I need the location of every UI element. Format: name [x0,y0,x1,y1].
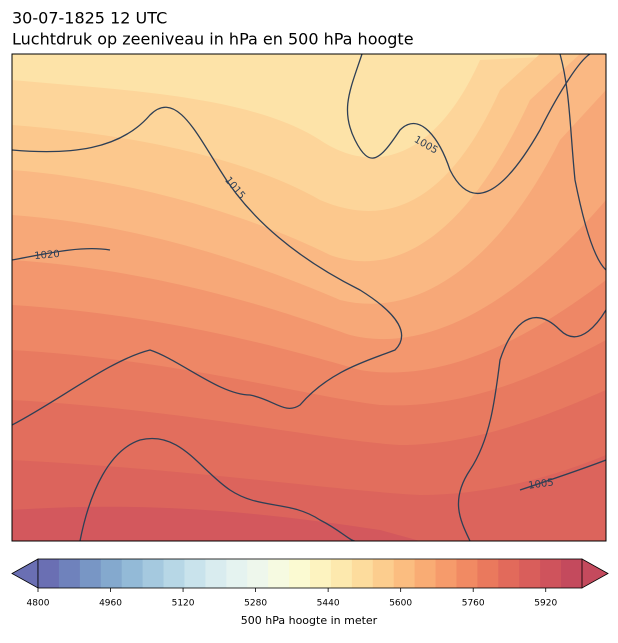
colorbar-segment [498,559,520,588]
colorbar-segment [79,559,102,588]
colorbar-segment [142,559,165,588]
colorbar-segment [540,559,562,588]
colorbar-segment [58,559,81,588]
colorbar-segment [289,559,311,588]
contour-label: 1020 [34,249,60,262]
contour-label: 1005 [528,477,555,491]
colorbar-tick-label: 5760 [462,599,485,609]
colorbar: 4800 4960 5120 5280 5440 5600 5760 5920 [11,558,609,609]
colorbar-segment [121,559,144,588]
height-field [12,54,606,541]
colorbar-label: 500 hPa hoogte in meter [241,614,378,627]
colorbar-tick-label: 5440 [317,599,340,609]
colorbar-segment [247,559,269,588]
colorbar-tick-label: 5280 [244,599,267,609]
colorbar-segment [310,559,332,588]
colorbar-segment [163,559,185,588]
colorbar-segment [477,559,499,588]
colorbar-tick-label: 5920 [534,599,557,609]
isobar [12,247,111,261]
colorbar-segment [393,559,416,588]
isobar [346,54,591,195]
colorbar-segment [268,559,290,588]
colorbar-segment [456,559,478,588]
colorbar-extend-high [581,558,609,589]
colorbar-segment [414,559,437,588]
map [11,53,607,542]
isobar [559,54,606,271]
colorbar-segment [184,559,206,588]
colorbar-tick-label: 5600 [389,599,412,609]
colorbar-tick-label: 4800 [27,599,50,609]
isobar [457,309,606,541]
isobar [519,459,606,491]
colorbar-segment [372,559,395,588]
colorbar-segment [435,559,457,588]
colorbar-tick-label: 5120 [172,599,195,609]
isobar [79,437,356,541]
map-frame [11,53,607,542]
colorbar-segment [519,559,541,588]
colorbar-extend-low [11,558,39,589]
colorbar-segment [100,559,123,588]
colorbar-segment [351,559,374,588]
colorbar-segment [561,559,583,588]
isobar [12,106,403,426]
colorbar-segment [226,559,248,588]
colorbar-tick-label: 4960 [99,599,122,609]
title-date: 30-07-1825 12 UTC [12,9,167,28]
title-description: Luchtdruk op zeeniveau in hPa en 500 hPa… [12,30,414,49]
colorbar-segment [205,559,227,588]
colorbar-segment [330,559,353,588]
isobars [12,54,606,541]
colorbar-frame [37,558,583,589]
colorbar-segment [38,559,60,588]
